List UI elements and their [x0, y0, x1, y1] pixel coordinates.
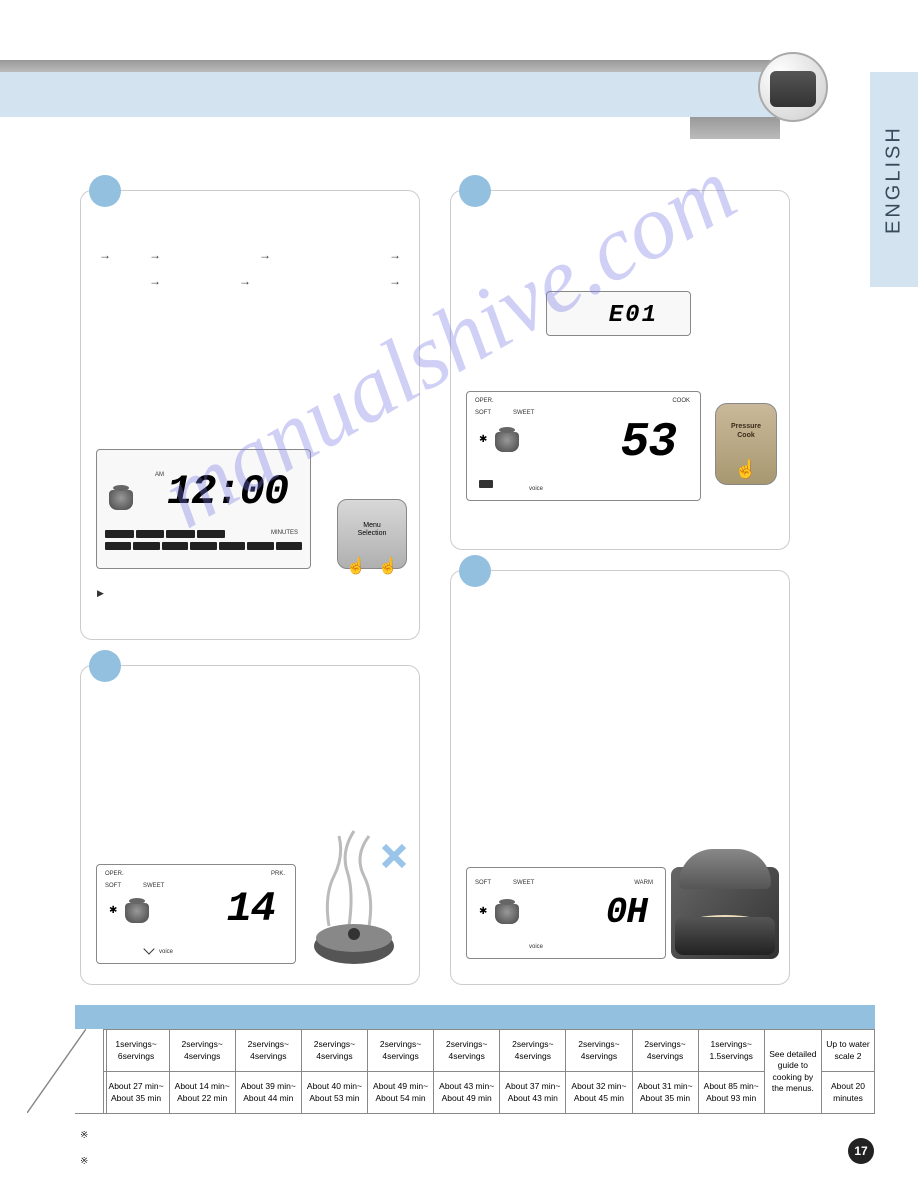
bullet-note [97, 588, 108, 599]
table-cell: 2servings~4servings [301, 1030, 367, 1072]
warm-label: WARM [634, 880, 653, 886]
rice-cooker-icon [770, 71, 816, 107]
am-label: AM [155, 472, 164, 478]
pressure-cook-button[interactable]: Pressure Cook ☝ [715, 403, 777, 485]
product-image-circle [758, 52, 828, 122]
header-accent-bar [690, 117, 780, 139]
voice-label: voice [159, 949, 173, 955]
table-cell: See detailedguide tocooking bythe menus. [764, 1030, 821, 1114]
cook-label: COOK [672, 398, 690, 404]
step-number-3 [459, 175, 491, 207]
lcd-panel-2: OPER. SOFT SWEET PRK. ✱ 14 voice [96, 864, 296, 964]
oper-label: OPER. [105, 871, 124, 877]
error-display: E01 [609, 302, 658, 329]
menu-btn-label-1: Menu [338, 522, 406, 530]
cook-label-btn: Cook [716, 431, 776, 440]
lcd-panel-1: AM 12:00 MINUTES [96, 449, 311, 569]
table-cell: 2servings~4servings [169, 1030, 235, 1072]
prk-label: PRK. [271, 871, 285, 877]
table-cell: About 43 min~About 49 min [434, 1072, 500, 1114]
table-cell: 2servings~4servings [434, 1030, 500, 1072]
step-box-1: →→→→ →→→ AM 12:00 MINUTES Menu Selection… [80, 190, 420, 640]
lcd-panel-4: SOFT SWEET WARM ✱ 0H voice [466, 867, 666, 959]
time-display: 12:00 [167, 468, 288, 516]
soft-label: SOFT [475, 880, 491, 886]
table-cell: 2servings~4servings [235, 1030, 301, 1072]
table-cell: About 31 min~About 35 min [632, 1072, 698, 1114]
time-row: About 27 min~About 35 min About 14 min~A… [75, 1072, 875, 1114]
menu-chip-row-2 [105, 530, 225, 550]
page-number: 17 [848, 1138, 874, 1164]
lcd-panel-3b: OPER. SOFT SWEET COOK ✱ 53 voice [466, 391, 701, 501]
voice-label: voice [529, 486, 543, 492]
pot-icon [495, 904, 519, 924]
language-tab: ENGLISH [870, 72, 918, 287]
table-cell: About 32 min~About 45 min [566, 1072, 632, 1114]
table-cell: 2servings~4servings [566, 1030, 632, 1072]
table-cell: 1servings~6servings [103, 1030, 169, 1072]
cooking-time-table: 1servings~6servings 2servings~4servings … [75, 1029, 875, 1114]
minutes-label: MINUTES [271, 530, 298, 536]
table-cell: 2servings~4servings [500, 1030, 566, 1072]
table-header-bar [75, 1005, 875, 1029]
sweet-label: SWEET [143, 883, 164, 889]
table-cell: 1servings~1.5servings [698, 1030, 764, 1072]
table-cell: About 20minutes [822, 1072, 875, 1114]
pot-icon [495, 432, 519, 452]
soft-label: SOFT [475, 410, 491, 416]
table-cell: Up to waterscale 2 [822, 1030, 875, 1072]
steam-icon [299, 826, 409, 966]
table-cell: About 40 min~About 53 min [301, 1072, 367, 1114]
sweet-label: SWEET [513, 880, 534, 886]
step-number-4 [459, 555, 491, 587]
note-marker-2: ※ [80, 1156, 88, 1167]
steam-illustration [299, 826, 409, 966]
menu-flow-arrows: →→→→ →→→ [99, 236, 401, 300]
table-cell: About 37 min~About 43 min [500, 1072, 566, 1114]
step-number-2 [89, 650, 121, 682]
countdown-display: 14 [227, 885, 275, 933]
lcd-panel-3a: E01 [546, 291, 691, 336]
voice-label: voice [529, 944, 543, 950]
table-cell: About 49 min~About 54 min [368, 1072, 434, 1114]
step-box-2: OPER. SOFT SWEET PRK. ✱ 14 voice [80, 665, 420, 985]
header-blue-bar [0, 72, 780, 117]
step-number-1 [89, 175, 121, 207]
pressure-label: Pressure [716, 422, 776, 431]
warm-display: 0H [606, 892, 647, 933]
table-cell: About 27 min~About 35 min [103, 1072, 169, 1114]
cook-time-display: 53 [620, 416, 676, 470]
oper-label: OPER. [475, 398, 494, 404]
table-cell: 2servings~4servings [632, 1030, 698, 1072]
header-gray-bar [0, 60, 780, 72]
pot-icon [109, 490, 133, 510]
menu-selection-button[interactable]: Menu Selection ☝ ☝ [337, 499, 407, 569]
step-box-3: E01 OPER. SOFT SWEET COOK ✱ 53 voice Pre… [450, 190, 790, 550]
servings-row: 1servings~6servings 2servings~4servings … [75, 1030, 875, 1072]
soft-label: SOFT [105, 883, 121, 889]
table-cell: 2servings~4servings [368, 1030, 434, 1072]
table-cell: About 85 min~About 93 min [698, 1072, 764, 1114]
table-cell: About 14 min~About 22 min [169, 1072, 235, 1114]
table-cell: About 39 min~About 44 min [235, 1072, 301, 1114]
sweet-label: SWEET [513, 410, 534, 416]
step-box-4: SOFT SWEET WARM ✱ 0H voice [450, 570, 790, 985]
cooker-open-image [671, 867, 779, 959]
menu-btn-label-2: Selection [338, 530, 406, 538]
note-marker-1: ※ [80, 1130, 88, 1141]
pot-icon [125, 903, 149, 923]
